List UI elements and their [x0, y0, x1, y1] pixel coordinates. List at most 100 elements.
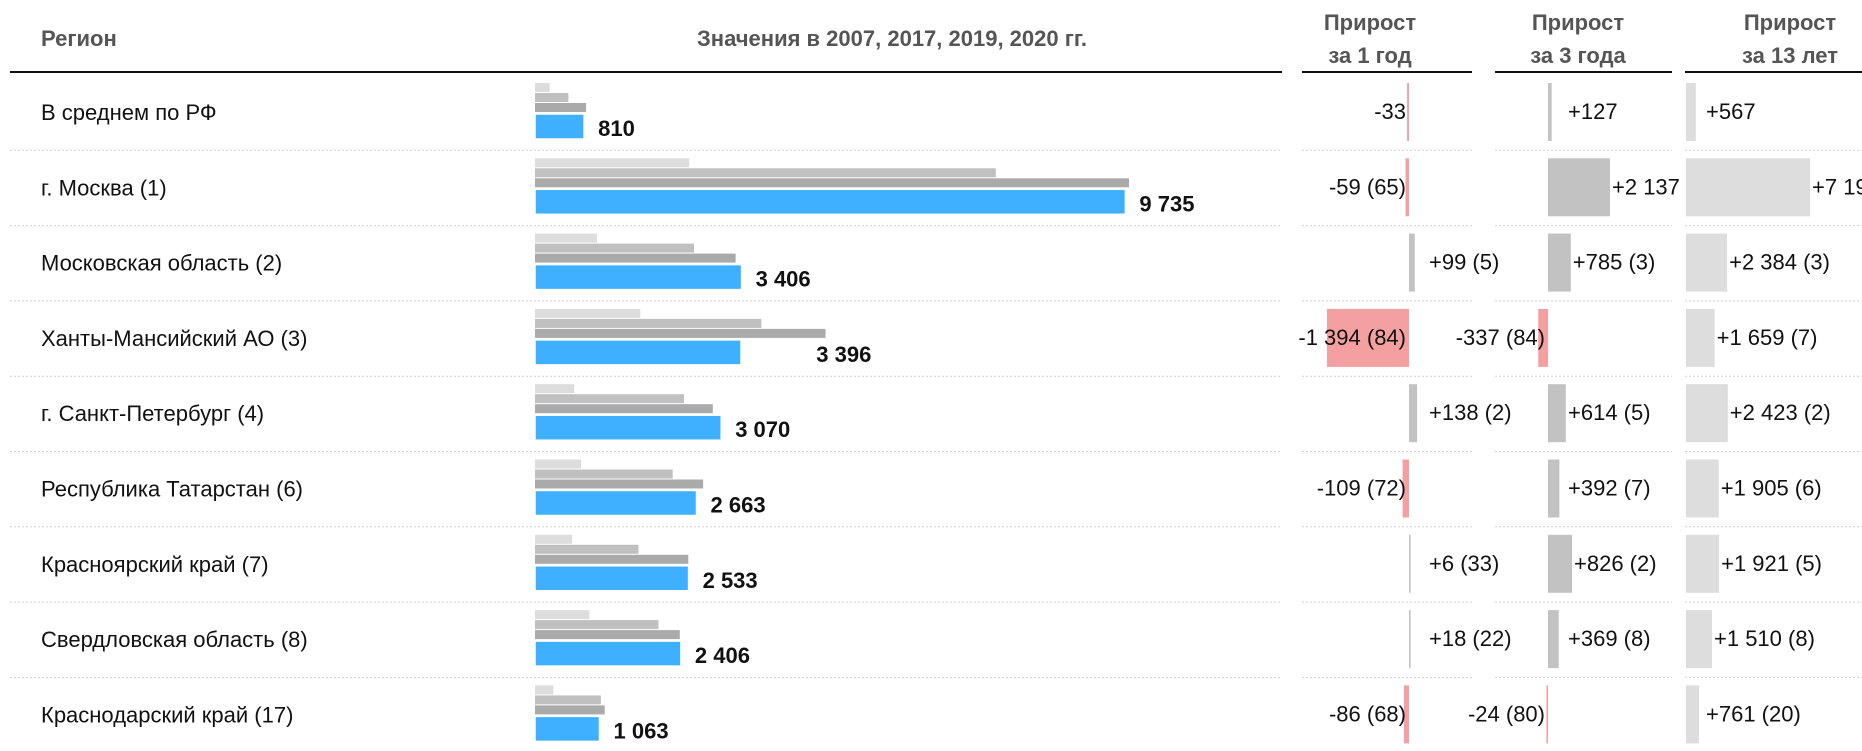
table-row: Ханты-Мансийский АО (3) 3 396 -1 394 (84) -… [10, 308, 1862, 377]
bar-2007 [535, 685, 554, 695]
growth-3y-bar-3 [1538, 308, 1548, 367]
region-label: г. Москва (1) [41, 175, 167, 200]
bar-2017 [535, 695, 601, 705]
growth-13y-label-4: +2 423 (2) [1730, 400, 1831, 425]
growth-3y-header-line2: за 3 года [1530, 43, 1626, 68]
bar-2017 [535, 318, 762, 328]
growth-1y-bar-7 [1409, 610, 1411, 669]
growth-13y-bar-7 [1686, 610, 1712, 669]
value-bars [534, 459, 704, 517]
bar-2017 [535, 243, 694, 253]
growth-1y-label-0: -33 [1374, 99, 1406, 124]
value-label: 1 063 [614, 718, 669, 743]
growth-3y-label-7: +369 (8) [1568, 626, 1651, 651]
bar-2019 [535, 630, 680, 640]
value-bars [534, 685, 605, 743]
bar-2017 [535, 469, 673, 479]
growth-3y-label-6: +826 (2) [1574, 551, 1657, 576]
growth-13y-bar-6 [1686, 534, 1720, 593]
value-label: 9 735 [1139, 191, 1194, 216]
value-label: 3 070 [735, 417, 790, 442]
growth-3y-bar-7 [1548, 610, 1559, 669]
growth-3y-bar-6 [1548, 534, 1572, 593]
growth-1y-label-5: -109 (72) [1317, 476, 1406, 501]
growth-13y-bar-4 [1686, 384, 1728, 443]
growth-13y-bar-5 [1686, 459, 1719, 518]
bar-2020 [534, 640, 682, 667]
growth-3y-bar-0 [1548, 83, 1552, 141]
growth-13y-label-0: +567 [1706, 99, 1756, 124]
table-row: г. Москва (1)9 735-59 (65) +2 137 (1) +7 1… [10, 158, 1862, 227]
growth-1y-label-3: -1 394 (84) [1298, 325, 1406, 350]
bar-2020 [534, 263, 743, 291]
growth-1y-label-1: -59 (65) [1329, 174, 1406, 199]
bar-2020 [534, 414, 722, 441]
bar-2020 [534, 188, 1127, 216]
growth-3y-label-0: +127 [1568, 99, 1618, 124]
data-rows: В среднем по РФ 810 -33 +127 +567 г. Москва (… [10, 83, 1862, 744]
region-label: Красноярский край (7) [41, 552, 269, 577]
growth-13y-label-2: +2 384 (3) [1729, 250, 1830, 275]
growth-1y-label-4: +138 (2) [1429, 400, 1512, 425]
growth-3y-bar-4 [1548, 384, 1566, 443]
growth-1y-label-8: -86 (68) [1329, 701, 1406, 726]
growth-13y-header-line1: Прирост [1744, 10, 1837, 35]
bar-2019 [535, 479, 704, 489]
bar-2020 [534, 339, 742, 366]
value-bars [534, 158, 1129, 216]
bar-2007 [535, 384, 575, 394]
growth-13y-label-8: +761 (20) [1706, 701, 1801, 726]
growth-1y-bar-3 [1327, 308, 1409, 367]
value-label: 2 406 [695, 643, 750, 668]
growth-13y-bar-0 [1686, 83, 1696, 141]
bar-2019 [535, 178, 1129, 188]
region-label: Республика Татарстан (6) [41, 477, 303, 502]
bar-2020 [534, 489, 698, 517]
value-bars [534, 534, 690, 592]
bar-2019 [535, 705, 605, 715]
header-row: Регион Значения в 2007, 2017, 2019, 2020… [10, 10, 1862, 73]
growth-13y-label-5: +1 905 (6) [1721, 476, 1822, 501]
bar-2019 [535, 554, 689, 564]
region-label: Краснодарский край (17) [41, 702, 293, 727]
table-row: Московская область (2) 3 406 +99 (5) +785 (… [10, 233, 1862, 302]
growth-1y-bar-4 [1409, 384, 1418, 443]
growth-13y-label-7: +1 510 (8) [1714, 626, 1815, 651]
growth-1y-label-6: +6 (33) [1429, 551, 1499, 576]
growth-3y-bar-1 [1548, 158, 1610, 217]
growth-13y-bar-2 [1686, 233, 1728, 292]
growth-1y-bar-0 [1407, 83, 1409, 141]
bar-2019 [535, 328, 826, 338]
bar-2020 [534, 715, 601, 743]
bar-2007 [535, 459, 581, 469]
growth-1y-bar-2 [1409, 233, 1415, 292]
growth-3y-bar-2 [1548, 233, 1571, 292]
bar-2007 [535, 610, 590, 620]
region-label: Свердловская область (8) [41, 627, 308, 652]
bar-2020 [534, 565, 690, 592]
value-label: 2 663 [711, 493, 766, 518]
bar-2017 [535, 93, 569, 102]
growth-3y-bar-8 [1546, 685, 1548, 744]
bar-2007 [535, 308, 641, 318]
value-bars [534, 233, 743, 291]
bar-2020 [534, 113, 585, 140]
growth-13y-bar-1 [1686, 158, 1810, 217]
value-label: 3 396 [816, 342, 871, 367]
value-bars [534, 83, 587, 140]
growth-3y-label-8: -24 (80) [1468, 701, 1545, 726]
table-row: Красноярский край (7) 2 533 +6 (33) +826 (2… [10, 534, 1862, 603]
bar-2019 [535, 404, 713, 414]
region-label: В среднем по РФ [41, 100, 217, 125]
bar-2017 [535, 394, 684, 404]
values-column-header: Значения в 2007, 2017, 2019, 2020 гг. [697, 26, 1087, 51]
growth-13y-label-6: +1 921 (5) [1721, 551, 1822, 576]
region-label: Московская область (2) [41, 251, 282, 276]
bar-2017 [535, 168, 996, 178]
growth-3y-header-line1: Прирост [1532, 10, 1625, 35]
growth-1y-bar-5 [1402, 459, 1409, 518]
growth-1y-bar-6 [1409, 534, 1411, 593]
growth-13y-label-3: +1 659 (7) [1717, 325, 1818, 350]
growth-1y-label-7: +18 (22) [1429, 626, 1512, 651]
bar-2007 [535, 83, 550, 92]
